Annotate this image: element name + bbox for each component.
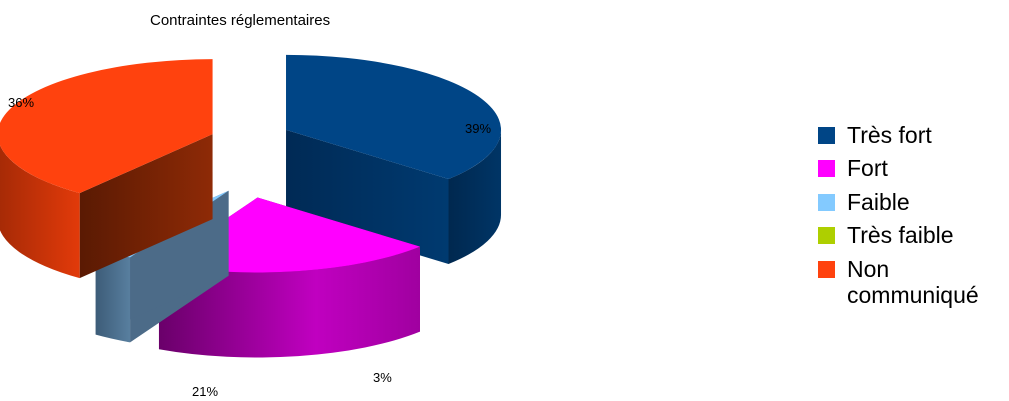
legend-item: Faible: [818, 189, 1007, 215]
legend-label: Non communiqué: [847, 255, 979, 309]
pie-slices: [0, 54, 502, 358]
legend-label: Fort: [847, 155, 888, 182]
legend-label: Faible: [847, 188, 910, 215]
legend-swatch: [818, 193, 835, 211]
chart-title: Contraintes réglementaires: [150, 12, 331, 29]
data-label: 21%: [192, 384, 218, 399]
pie-slice: [286, 54, 502, 265]
data-label: 36%: [8, 95, 34, 110]
legend-label: Très faible: [847, 222, 954, 249]
legend-swatch: [818, 127, 835, 144]
legend-item: Fort: [818, 155, 1007, 181]
legend-item: Très fort: [818, 122, 1007, 148]
pie-labels: 36% 21% 3% 39%: [8, 95, 491, 399]
legend-swatch: [818, 227, 835, 245]
legend-label: Très fort: [847, 122, 932, 148]
legend-item: Très faible: [818, 222, 1007, 248]
legend: Très fort Fort Faible Très faible Non commun…: [818, 122, 1007, 316]
legend-swatch: [818, 160, 835, 178]
pie-slice: [0, 59, 213, 279]
data-label: 39%: [465, 121, 491, 136]
data-label: 3%: [373, 370, 392, 385]
legend-item: Non communiqué: [818, 256, 1007, 309]
legend-swatch: [818, 260, 835, 278]
